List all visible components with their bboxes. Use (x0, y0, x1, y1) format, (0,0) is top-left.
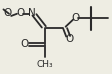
Text: CH₃: CH₃ (37, 59, 53, 69)
Text: O: O (4, 8, 12, 18)
Text: N: N (28, 8, 36, 18)
Text: O: O (65, 34, 73, 44)
Text: O: O (71, 13, 80, 23)
Text: O: O (16, 8, 24, 18)
Text: O: O (20, 39, 29, 49)
